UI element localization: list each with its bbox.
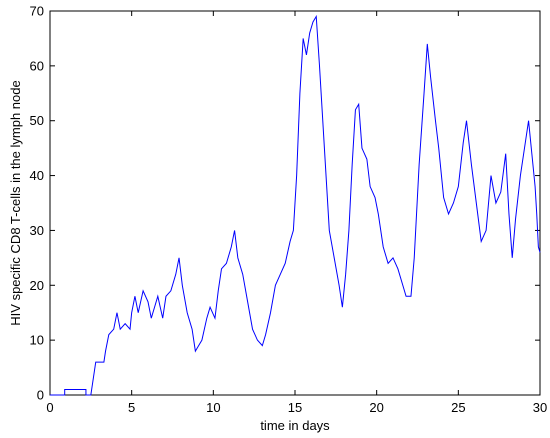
y-tick-label: 10 (30, 333, 44, 348)
x-tick-label: 15 (288, 400, 302, 415)
y-axis-label: HIV specific CD8 T-cells in the lymph no… (8, 80, 23, 325)
x-tick-label: 30 (533, 400, 547, 415)
x-tick-label: 25 (451, 400, 465, 415)
x-tick-label: 0 (46, 400, 53, 415)
x-tick-label: 5 (128, 400, 135, 415)
x-tick-label: 10 (206, 400, 220, 415)
y-tick-label: 60 (30, 58, 44, 73)
data-line (50, 14, 541, 396)
x-tick-label: 20 (369, 400, 383, 415)
y-tick-label: 70 (30, 4, 44, 19)
x-axis-label: time in days (260, 418, 330, 433)
y-tick-label: 30 (30, 223, 44, 238)
y-tick-label: 20 (30, 278, 44, 293)
y-tick-label: 40 (30, 168, 44, 183)
y-tick-label: 50 (30, 113, 44, 128)
y-tick-label: 0 (37, 388, 44, 403)
